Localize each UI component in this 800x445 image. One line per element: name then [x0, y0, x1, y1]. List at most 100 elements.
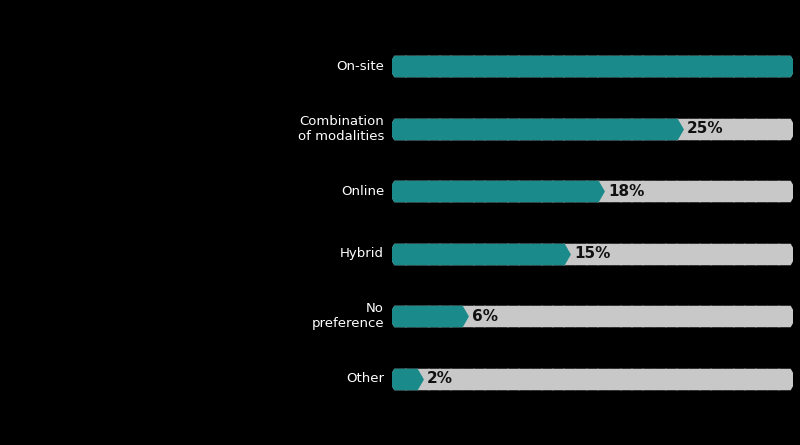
- Point: [665, 188, 678, 195]
- Point: [529, 250, 542, 257]
- Point: [541, 250, 554, 257]
- Point: [427, 125, 440, 132]
- Point: [473, 62, 486, 69]
- Point: [586, 125, 598, 132]
- Point: [462, 188, 474, 195]
- Point: [394, 313, 406, 320]
- Point: [518, 188, 530, 195]
- Point: [394, 188, 406, 195]
- Text: Combination
of modalities: Combination of modalities: [298, 115, 384, 143]
- Point: [563, 62, 576, 69]
- Point: [574, 125, 587, 132]
- Point: [427, 313, 440, 320]
- Point: [563, 125, 576, 132]
- Point: [608, 125, 621, 132]
- Point: [416, 250, 429, 257]
- Point: [721, 376, 734, 383]
- Point: [642, 62, 655, 69]
- Point: [586, 62, 598, 69]
- Point: [484, 313, 497, 320]
- Point: [405, 125, 418, 132]
- Point: [766, 188, 779, 195]
- Point: [416, 376, 429, 383]
- Point: [642, 125, 655, 132]
- Point: [744, 62, 757, 69]
- Point: [654, 313, 666, 320]
- Point: [733, 313, 746, 320]
- Point: [394, 376, 406, 383]
- Point: [721, 313, 734, 320]
- Point: [563, 376, 576, 383]
- Point: [394, 62, 406, 69]
- Point: [733, 376, 746, 383]
- Point: [552, 313, 565, 320]
- Point: [462, 250, 474, 257]
- Point: [462, 376, 474, 383]
- Point: [563, 250, 576, 257]
- Point: [416, 188, 429, 195]
- Point: [630, 250, 643, 257]
- Text: 15%: 15%: [574, 246, 610, 261]
- Point: [744, 313, 757, 320]
- Point: [506, 250, 519, 257]
- Point: [778, 125, 790, 132]
- Point: [586, 125, 598, 132]
- Point: [506, 376, 519, 383]
- Point: [766, 62, 779, 69]
- Point: [676, 250, 689, 257]
- Point: [654, 62, 666, 69]
- Point: [586, 376, 598, 383]
- Point: [495, 250, 508, 257]
- Point: [427, 376, 440, 383]
- Point: [778, 62, 790, 69]
- Point: [450, 376, 463, 383]
- Point: [438, 250, 451, 257]
- Point: [574, 376, 587, 383]
- Point: [586, 250, 598, 257]
- Point: [755, 188, 768, 195]
- Point: [495, 313, 508, 320]
- Point: [427, 188, 440, 195]
- Text: On-site: On-site: [336, 60, 384, 73]
- Point: [506, 125, 519, 132]
- Point: [654, 376, 666, 383]
- Point: [473, 313, 486, 320]
- Point: [755, 313, 768, 320]
- Point: [619, 62, 632, 69]
- Point: [484, 376, 497, 383]
- Point: [721, 188, 734, 195]
- Point: [495, 125, 508, 132]
- Text: 18%: 18%: [608, 184, 644, 199]
- Point: [518, 62, 530, 69]
- Point: [619, 250, 632, 257]
- Point: [552, 188, 565, 195]
- Point: [438, 62, 451, 69]
- Point: [495, 188, 508, 195]
- Point: [574, 250, 587, 257]
- Point: [563, 125, 576, 132]
- Point: [484, 125, 497, 132]
- Point: [642, 62, 655, 69]
- Point: [462, 125, 474, 132]
- Point: [563, 62, 576, 69]
- Point: [450, 188, 463, 195]
- Point: [552, 250, 565, 257]
- Point: [744, 125, 757, 132]
- Point: [766, 376, 779, 383]
- Point: [450, 62, 463, 69]
- Point: [619, 125, 632, 132]
- Point: [552, 62, 565, 69]
- Point: [597, 62, 610, 69]
- Point: [574, 62, 587, 69]
- Point: [495, 125, 508, 132]
- Point: [619, 313, 632, 320]
- Point: [733, 62, 746, 69]
- Point: [416, 188, 429, 195]
- Point: [676, 376, 689, 383]
- Point: [438, 376, 451, 383]
- Point: [778, 313, 790, 320]
- Point: [687, 188, 700, 195]
- Point: [473, 125, 486, 132]
- Point: [665, 250, 678, 257]
- Point: [608, 62, 621, 69]
